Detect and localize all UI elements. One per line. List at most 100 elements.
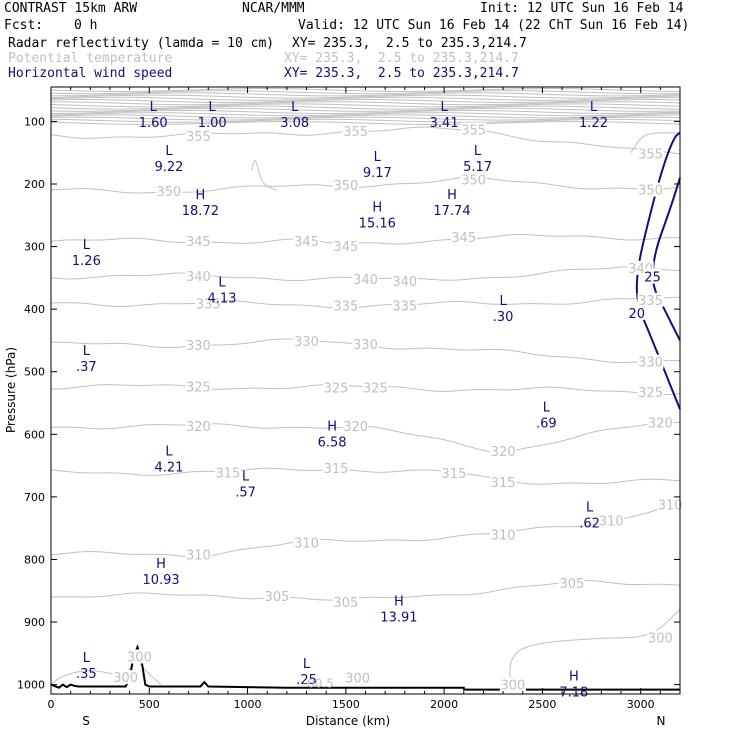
theta-label-mask (637, 354, 664, 369)
extremum-value: 1.26 (72, 254, 101, 269)
extremum-value: 4.13 (208, 291, 237, 306)
theta-contour-label: 345 (333, 240, 358, 255)
theta-contour-label: 345 (186, 235, 211, 250)
y-tick-label: 800 (24, 553, 45, 566)
y-tick-label: 400 (24, 303, 45, 316)
theta-label-mask (126, 649, 153, 664)
theta-contour-label: 300 (501, 679, 526, 694)
theta-contour-label: 300 (345, 672, 370, 687)
extremum-value: 3.41 (430, 116, 459, 131)
theta-contour-label: 320 (648, 416, 673, 431)
theta-contour-label: 350 (157, 185, 182, 200)
theta-label-mask (647, 630, 674, 645)
extremum-type: L (83, 344, 91, 359)
theta-contour-label: 305 (333, 596, 358, 611)
theta-label-mask (264, 588, 291, 603)
extremum-type: H (394, 595, 404, 610)
wind-label-mask (627, 304, 646, 320)
theta-label-mask (558, 576, 585, 591)
upper-theta-band-line (50, 96, 681, 101)
upper-theta-band-line (50, 98, 681, 104)
theta-label-mask (332, 178, 359, 193)
extremum-value: 3.08 (280, 116, 309, 131)
theta-contour-label: 335 (333, 299, 358, 314)
field-theta-xy: XY= 235.3, 2.5 to 235.3,214.7 (284, 51, 519, 66)
extremum-value: 7.18 (559, 686, 588, 701)
extremum-type: L (209, 100, 217, 115)
extremum-value: -00.5 (303, 677, 334, 691)
theta-label-mask (185, 547, 212, 562)
upper-theta-band-line (50, 103, 681, 108)
tropopause-line (630, 132, 680, 153)
theta-label-mask (490, 527, 517, 542)
theta-contour-line (509, 609, 681, 688)
extremum-value: .57 (235, 485, 256, 500)
theta-label-mask (362, 380, 389, 395)
upper-theta-band-line (50, 116, 681, 121)
theta-label-mask (490, 444, 517, 459)
wind-contour-line (635, 131, 681, 410)
theta-contour-label: 340 (186, 270, 211, 285)
extremum-type: L (242, 469, 250, 484)
theta-label-mask (155, 183, 182, 198)
y-axis-label: Pressure (hPa) (4, 347, 18, 433)
theta-label-mask (637, 292, 664, 307)
upper-theta-band-line (50, 101, 681, 106)
theta-contour-label: 335 (196, 298, 221, 313)
theta-label-mask (332, 298, 359, 313)
theta-label-mask (657, 497, 684, 512)
theta-contour-line (50, 296, 681, 309)
theta-label-mask (342, 419, 369, 434)
upper-theta-band-line (50, 114, 681, 119)
upper-theta-band-line (50, 120, 681, 126)
x-axis-north-label: N (657, 714, 666, 728)
valid-time: Valid: 12 UTC Sun 16 Feb 14 (22 ChT Sun … (298, 18, 690, 33)
upper-theta-band-line (50, 105, 681, 110)
wind-contour-label: 25 (644, 271, 661, 286)
extremum-value: 18.72 (182, 204, 219, 219)
upper-theta-band-line (50, 112, 681, 117)
theta-contour-line (50, 234, 680, 245)
theta-contour-label: 355 (186, 130, 211, 145)
theta-label-mask (352, 337, 379, 352)
extremum-value: 1.00 (198, 116, 227, 131)
theta-label-mask (323, 461, 350, 476)
upper-theta-band-line (50, 94, 681, 99)
theta-contour-label: 320 (343, 420, 368, 435)
y-tick-label: 100 (24, 115, 45, 128)
theta-label-mask (185, 233, 212, 248)
x-tick-label: 0 (48, 698, 55, 711)
theta-contour-label: 310 (294, 537, 319, 552)
theta-contour-label: 330 (186, 339, 211, 354)
theta-label-mask (185, 128, 212, 143)
upper-theta-band-line (50, 107, 681, 112)
theta-label-mask (344, 670, 371, 685)
theta-label-mask (647, 415, 674, 430)
forecast-hour: 0 h (74, 18, 98, 33)
y-tick-label: 200 (24, 178, 45, 191)
extremum-type: H (156, 557, 166, 572)
wind-contour-label: 20 (628, 307, 645, 322)
contour-label-layer: 300 300 300 300 300 305 305 305 310 310 310 310 310 3… (112, 122, 684, 694)
theta-label-mask (185, 268, 212, 283)
theta-contour-label: 300 (127, 650, 152, 665)
field-reflectivity-name: Radar reflectivity (lamda = 10 cm) (8, 36, 275, 51)
theta-contour-label: 350 (333, 179, 358, 194)
theta-contour-label: 315 (491, 476, 516, 491)
theta-label-mask (637, 182, 664, 197)
extremum-type: L (291, 100, 299, 115)
extremum-value: 13.91 (380, 611, 417, 626)
theta-label-mask (332, 595, 359, 610)
theta-fold-line (251, 160, 278, 191)
theta-contour-label: 335 (392, 299, 417, 314)
extremum-type: L (374, 150, 382, 165)
field-wind-name: Horizontal wind speed (8, 66, 173, 81)
theta-contour-label: 355 (461, 124, 486, 139)
extremum-value: 15.16 (359, 216, 396, 231)
x-tick-label: 3000 (627, 698, 655, 711)
x-tick-label: 500 (139, 698, 160, 711)
theta-contour-label: 300 (113, 671, 138, 686)
theta-label-mask (598, 513, 625, 528)
field-theta-name: Potential temperature (8, 51, 173, 66)
x-axis-south-label: S (82, 714, 90, 728)
